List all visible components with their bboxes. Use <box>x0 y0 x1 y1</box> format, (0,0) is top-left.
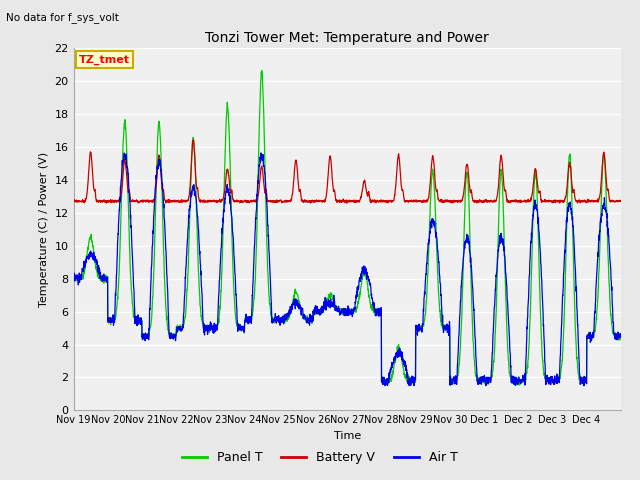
Text: TZ_tmet: TZ_tmet <box>79 55 130 65</box>
Text: No data for f_sys_volt: No data for f_sys_volt <box>6 12 119 23</box>
Title: Tonzi Tower Met: Temperature and Power: Tonzi Tower Met: Temperature and Power <box>205 32 489 46</box>
Y-axis label: Temperature (C) / Power (V): Temperature (C) / Power (V) <box>39 152 49 307</box>
Legend: Panel T, Battery V, Air T: Panel T, Battery V, Air T <box>177 446 463 469</box>
X-axis label: Time: Time <box>333 431 361 441</box>
